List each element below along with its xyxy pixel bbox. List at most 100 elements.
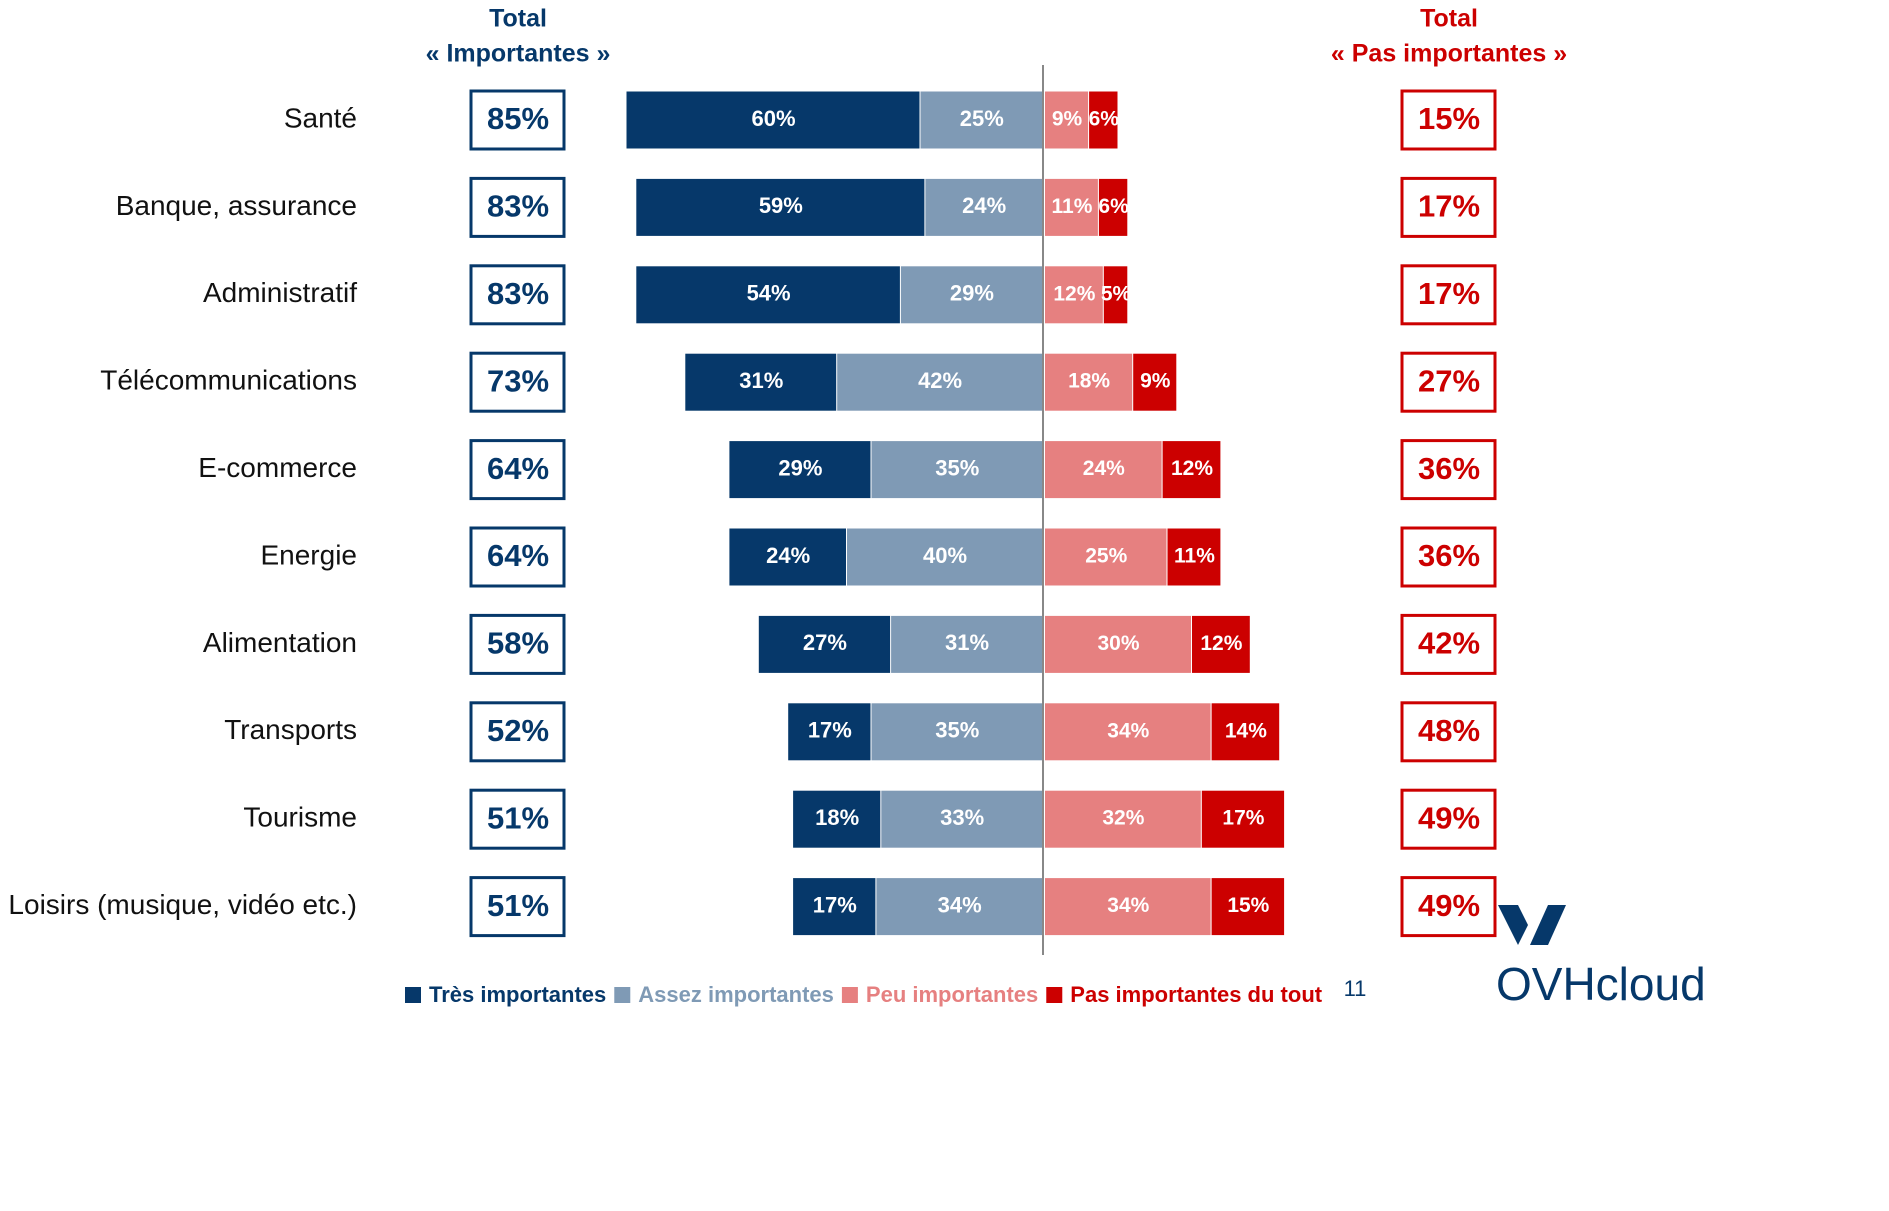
bar [685,353,837,411]
category-label: Télécommunications [100,365,357,396]
bar [793,790,881,848]
total-label: 58% [487,626,549,661]
value-label: 25% [960,106,1004,131]
total-box [469,788,566,850]
value-label: 9% [1140,370,1171,393]
value-label: 9% [1052,108,1083,131]
bar [837,353,1042,411]
logo-mark [1530,905,1566,945]
bar [925,178,1042,236]
total-box [1400,876,1497,938]
value-label: 34% [1107,719,1149,742]
value-label: 54% [747,281,791,306]
total-label: 83% [487,189,549,224]
value-label: 34% [938,892,982,917]
value-label: 17% [813,892,857,917]
value-label: 59% [759,193,803,218]
value-label: 12% [1200,632,1242,655]
bar [876,878,1042,936]
bar [1045,878,1211,936]
value-label: 30% [1097,632,1139,655]
category-label: E-commerce [198,452,357,483]
total-label: 49% [1418,800,1480,835]
value-label: 12% [1171,457,1213,480]
bar [1045,528,1167,586]
total-label: 85% [487,101,549,136]
total-box [1400,89,1497,151]
total-label: 49% [1418,888,1480,923]
total-box [469,701,566,763]
category-label: Tourisme [243,802,357,833]
legend-label: Pas importantes du tout [1070,982,1322,1007]
value-label: 17% [808,718,852,743]
value-label: 29% [778,455,822,480]
category-label: Energie [260,539,357,570]
logo: OVHcloud [1496,958,1706,1010]
total-box [1400,701,1497,763]
total-label: 64% [487,538,549,573]
bar [891,615,1042,673]
total-box [1400,176,1497,238]
total-label: 51% [487,888,549,923]
total-label: 73% [487,363,549,398]
total-label: 17% [1418,189,1480,224]
value-label: 40% [923,543,967,568]
total-box [469,264,566,326]
value-label: 31% [739,368,783,393]
legend-swatch [1046,987,1063,1003]
category-label: Transports [224,714,357,745]
total-header: Total [489,5,547,33]
bar [758,615,891,673]
total-box [1400,439,1497,501]
bar [847,528,1042,586]
page-number: 11 [1344,976,1367,1001]
total-label: 48% [1418,713,1480,748]
bar [1098,178,1128,236]
bar [1045,91,1089,149]
logo-mark [1498,905,1528,945]
value-label: 17% [1222,807,1264,830]
bar [920,91,1042,149]
total-box [469,439,566,501]
legend-swatch [841,987,858,1003]
legend-label: Très importantes [429,982,606,1007]
value-label: 33% [940,805,984,830]
value-label: 15% [1227,894,1269,917]
value-label: 18% [1068,370,1110,393]
bar [1167,528,1221,586]
total-label: 36% [1418,538,1480,573]
bar [1211,703,1280,761]
total-box [469,176,566,238]
total-label: 27% [1418,363,1480,398]
bar [729,441,871,499]
total-box [1400,613,1497,675]
category-label: Banque, assurance [116,190,357,221]
bar [1162,441,1221,499]
value-label: 29% [950,281,994,306]
bar [788,703,871,761]
total-header: Total [1420,5,1478,33]
legend-label: Peu importantes [866,982,1038,1007]
value-label: 6% [1098,195,1129,218]
bar [1089,91,1118,149]
bar [636,178,925,236]
value-label: 12% [1053,282,1095,305]
total-label: 17% [1418,276,1480,311]
value-label: 5% [1101,282,1132,305]
legend-label: Assez importantes [638,982,834,1007]
total-box [469,526,566,588]
total-label: 64% [487,451,549,486]
legend-swatch [614,987,631,1003]
bar [1045,790,1201,848]
total-header: « Importantes » [426,40,611,68]
value-label: 24% [962,193,1006,218]
value-label: 42% [918,368,962,393]
value-label: 11% [1052,195,1093,218]
value-label: 35% [935,718,979,743]
total-label: 83% [487,276,549,311]
bar [1201,790,1285,848]
total-box [1400,526,1497,588]
bar [900,266,1042,324]
